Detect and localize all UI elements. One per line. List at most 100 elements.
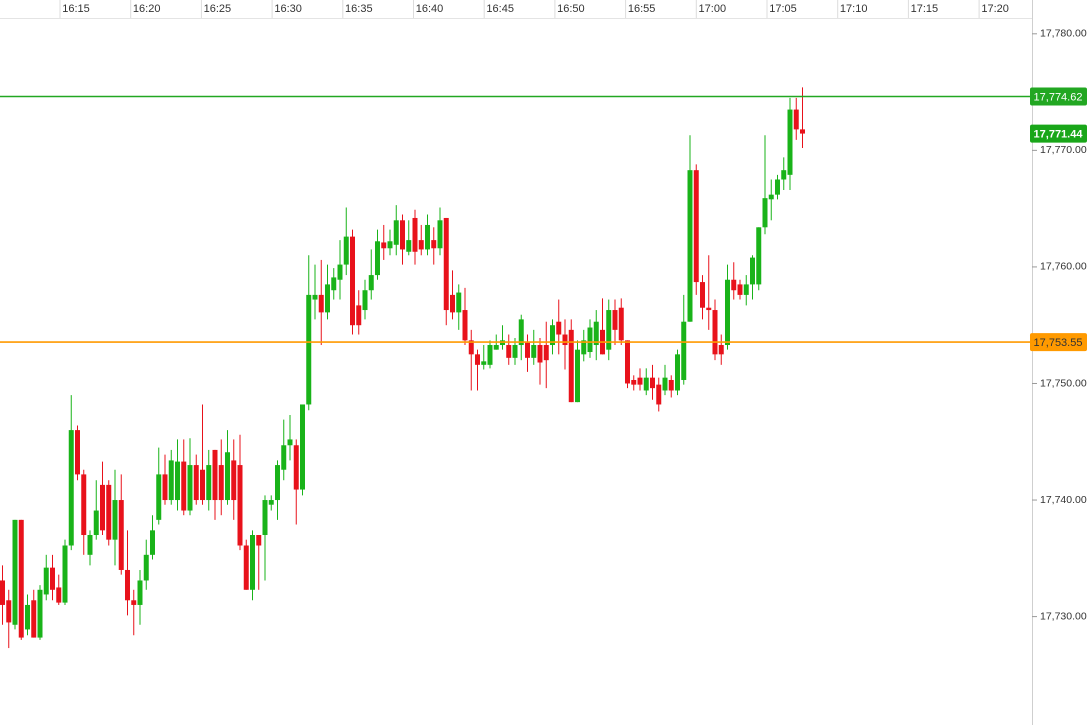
candle-body <box>525 342 530 358</box>
candle-body <box>581 340 587 355</box>
time-label: 17:15 <box>911 3 939 15</box>
candle-body <box>693 170 699 283</box>
time-label: 16:50 <box>557 3 585 15</box>
candle-body <box>162 474 168 501</box>
candle-body <box>625 340 630 384</box>
candle-body <box>575 349 580 403</box>
candle-body <box>412 217 418 252</box>
candle-body <box>262 500 268 536</box>
price-level-label: 17,753.55 <box>1034 337 1083 349</box>
candle-body <box>25 604 30 630</box>
candle-body <box>793 109 799 130</box>
candle-body <box>306 294 312 405</box>
candle-body <box>187 465 193 511</box>
candle-body <box>650 377 655 389</box>
candle-body <box>12 519 18 625</box>
candle-body <box>718 345 724 355</box>
candle-body <box>337 264 343 280</box>
candle-body <box>300 404 305 490</box>
candle-body <box>18 519 24 638</box>
candle-body <box>312 294 318 300</box>
candle-body <box>281 445 287 470</box>
candle-body <box>343 236 349 265</box>
time-label: 16:30 <box>274 3 302 15</box>
y-tick-label: 17,730.00 <box>1040 610 1087 622</box>
candle-body <box>506 345 512 358</box>
candle-body <box>743 284 749 295</box>
candle-body <box>100 484 105 531</box>
y-tick-label: 17,740.00 <box>1040 494 1087 506</box>
candle-body <box>750 257 755 285</box>
candle-body <box>137 580 143 605</box>
candle-body <box>143 554 149 581</box>
candle-body <box>637 377 643 385</box>
candle-body <box>762 198 768 228</box>
price-level-box <box>1030 333 1087 352</box>
candle-body <box>768 194 774 200</box>
candle-body <box>531 345 537 358</box>
time-label: 17:10 <box>840 3 868 15</box>
candle-body <box>550 325 555 346</box>
candle-body <box>350 236 355 326</box>
time-label: 17:00 <box>699 3 727 15</box>
candle-body <box>75 430 80 475</box>
candle-body <box>393 220 399 245</box>
y-tick-label: 17,750.00 <box>1040 377 1087 389</box>
candle-body <box>268 500 274 505</box>
candle-body <box>31 600 37 638</box>
candle-body <box>56 587 62 603</box>
candle-body <box>537 345 543 363</box>
candle-body <box>156 474 162 520</box>
time-label: 16:40 <box>416 3 444 15</box>
time-label: 16:25 <box>204 3 232 15</box>
candle-body <box>331 277 337 291</box>
candle-body <box>556 321 562 335</box>
candle-body <box>456 292 462 313</box>
candle-body <box>587 327 593 353</box>
candle-body <box>250 535 255 590</box>
candle-body <box>87 535 93 555</box>
candle-body <box>518 319 524 346</box>
candle-body <box>512 345 518 358</box>
candle-body <box>687 170 693 322</box>
candle-body <box>675 354 680 391</box>
candle-body <box>368 275 374 291</box>
candle-body <box>568 329 574 403</box>
candle-body <box>712 310 718 355</box>
candle-body <box>50 567 55 590</box>
candle-body <box>450 294 455 313</box>
time-label: 16:15 <box>62 3 90 15</box>
candle-body <box>318 294 324 313</box>
candle-body <box>325 284 330 313</box>
candle-body <box>668 379 674 391</box>
candle-body <box>237 465 243 546</box>
candle-body <box>400 220 405 250</box>
time-label: 16:20 <box>133 3 161 15</box>
candle-body <box>481 361 487 365</box>
candle-body <box>418 240 424 250</box>
candle-body <box>181 461 187 511</box>
candle-body <box>168 460 174 501</box>
candle-body <box>175 461 180 501</box>
candle-body <box>356 305 362 326</box>
candle-body <box>631 379 637 385</box>
candle-body <box>543 345 549 361</box>
candle-body <box>118 500 124 570</box>
candle-body <box>700 282 705 308</box>
candle-body <box>206 465 212 501</box>
candle-body <box>487 345 493 365</box>
candle-body <box>606 310 612 350</box>
candle-body <box>643 377 649 391</box>
candle-body <box>68 430 74 546</box>
candle-body <box>231 460 237 501</box>
price-level-label: 17,774.62 <box>1034 91 1083 103</box>
candle-body <box>37 589 43 638</box>
candle-body <box>150 530 155 555</box>
candle-body <box>781 170 787 180</box>
candle-body <box>6 600 12 623</box>
candle-body <box>62 545 68 603</box>
candle-body <box>225 452 230 501</box>
candle-body <box>375 241 380 276</box>
candle-body <box>737 284 743 295</box>
